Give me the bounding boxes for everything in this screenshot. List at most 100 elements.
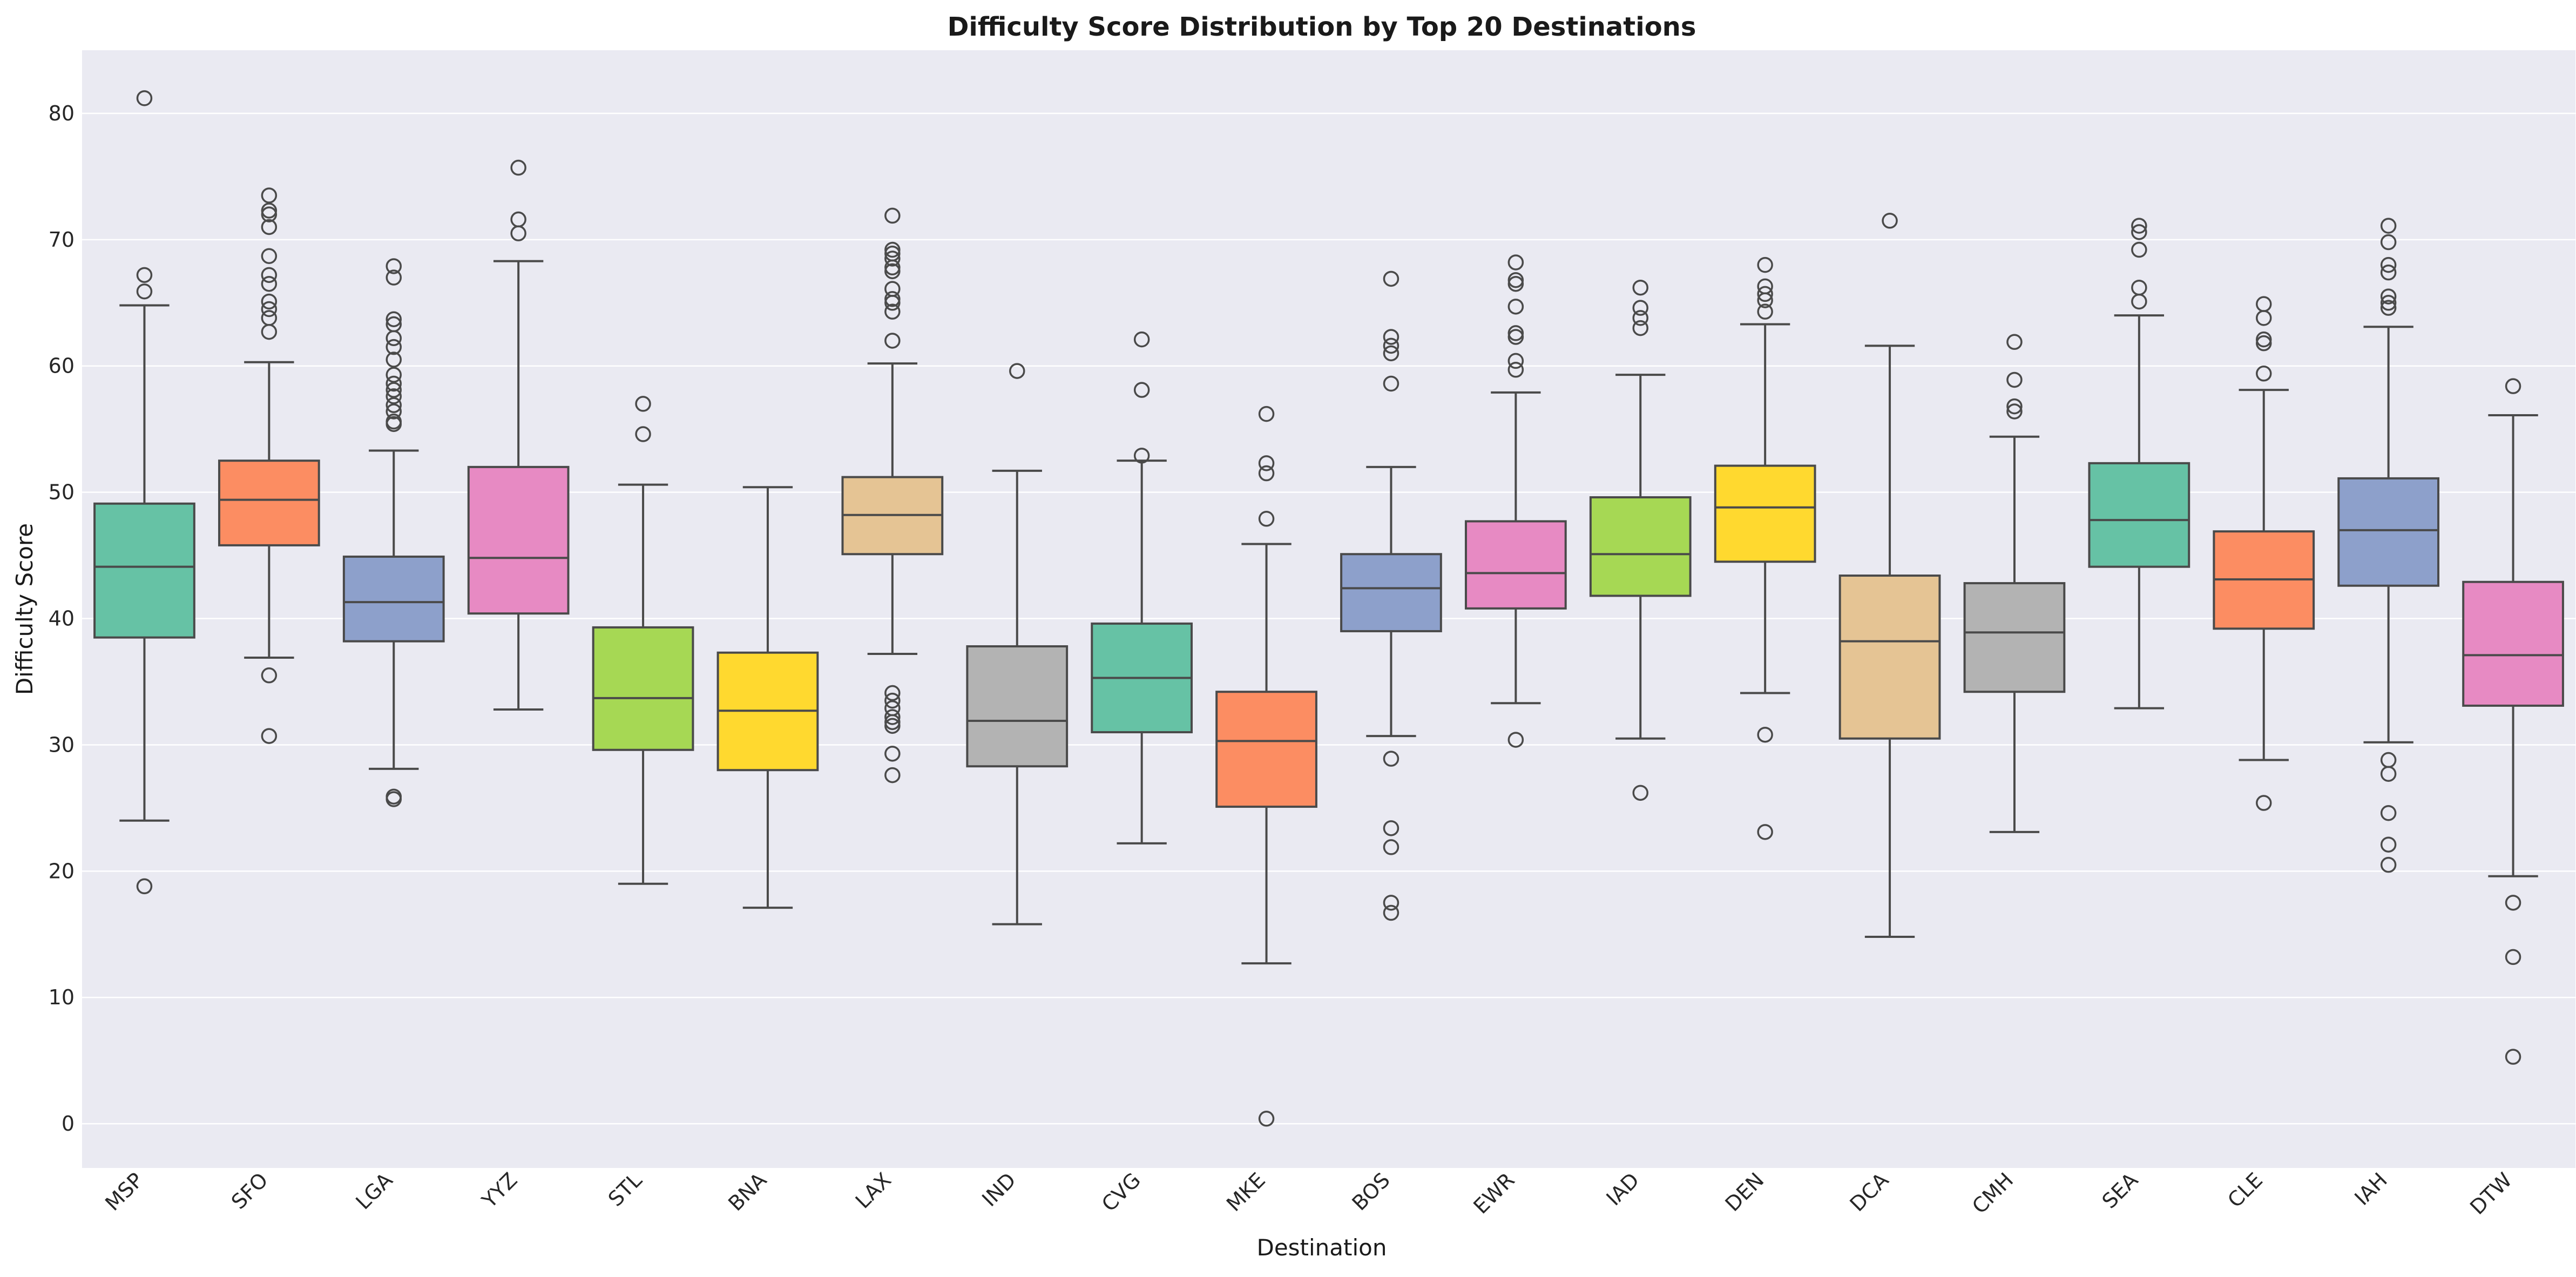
box-group-cle [2213,296,2315,811]
outlier-point [1258,406,1275,422]
outlier-point [261,293,278,310]
outlier-point [136,283,153,300]
outlier-point [1632,279,1648,296]
outlier-point [1383,751,1399,767]
outlier-point [1507,353,1524,369]
outlier-point [2256,310,2272,326]
chart-title: Difficulty Score Distribution by Top 20 … [948,12,1696,42]
x-tick-label: STL [604,1168,647,1211]
outlier-point [1507,329,1524,345]
y-tick-label: 80 [49,102,75,125]
outlier-point [386,388,402,404]
box-iqr [2462,580,2564,707]
outlier-point [386,367,402,383]
outlier-point [261,187,278,204]
outlier-point [386,416,402,433]
outlier-point [1133,448,1150,464]
outlier-point [884,333,901,349]
outlier-point [2380,295,2397,311]
box-iqr [218,460,320,546]
outlier-point [884,251,901,267]
outlier-point [2505,1049,2521,1065]
box-iqr [1963,582,2066,693]
outlier-point [1258,455,1275,471]
outlier-point [635,426,651,442]
outlier-point [2380,300,2397,316]
outlier-point [2505,378,2521,394]
box-group-stl [592,396,694,885]
outlier-point [1383,375,1399,392]
outlier-point [2380,856,2397,873]
outlier-point [1133,382,1150,398]
outlier-point [1383,345,1399,362]
outlier-point [1009,363,1025,379]
x-tick-label: YYZ [477,1168,522,1213]
outlier-point [1383,329,1399,345]
y-tick-label: 50 [49,481,75,504]
outlier-point [1882,213,1898,229]
x-axis-label: Destination [1256,1234,1387,1261]
y-tick-label: 0 [62,1112,75,1136]
outlier-point [1507,275,1524,292]
outlier-point [2131,218,2147,234]
outlier-point [884,259,901,276]
outlier-point [2380,264,2397,281]
x-tick-label: DTW [2465,1168,2517,1219]
box-group-den [1714,256,1816,840]
outlier-point [386,791,402,807]
outlier-point [884,207,901,224]
outlier-point [261,219,278,235]
outlier-point [1133,331,1150,348]
outlier-point [2131,224,2147,240]
outlier-point [1757,726,1773,743]
x-tick-label: MSP [100,1168,148,1215]
outlier-point [1383,337,1399,354]
box-iqr [966,645,1069,768]
outlier-point [2006,334,2023,350]
outlier-point [884,718,901,734]
box-iqr [1215,691,1317,808]
y-tick-label: 70 [49,228,75,252]
y-tick-label: 30 [49,733,75,756]
outlier-point [1757,292,1773,308]
outlier-point [2380,766,2397,782]
outlier-point [1632,785,1648,801]
outlier-point [1632,300,1648,316]
box-iqr [1464,520,1567,610]
outlier-point [386,330,402,347]
outlier-point [261,206,278,222]
outlier-point [261,323,278,340]
outlier-point [2380,218,2397,234]
outlier-point [2505,895,2521,911]
box-iqr [592,626,694,751]
outlier-point [635,396,651,412]
outlier-point [136,90,153,106]
box-iqr [1589,496,1692,597]
outlier-point [884,241,901,258]
outlier-point [2006,371,2023,388]
box-group-bos [1340,271,1442,921]
outlier-point [1383,895,1399,911]
box-group-iah [2337,218,2440,873]
outlier-point [386,352,402,368]
outlier-point [1632,320,1648,336]
outlier-point [386,397,402,414]
outlier-point [1507,299,1524,315]
y-axis-ticks: 0 10 20 30 40 50 60 70 80 [49,102,75,1136]
x-tick-label: BOS [1348,1168,1395,1215]
outlier-point [884,263,901,280]
outlier-point [2131,241,2147,258]
box-iqr [2337,477,2440,587]
plot-area [82,50,2575,1168]
outlier-point [261,728,278,744]
outlier-point [1507,254,1524,271]
outlier-point [386,269,402,286]
box-group-bna [716,486,819,909]
outlier-point [884,685,901,701]
outlier-point [261,301,278,317]
outlier-point [2380,256,2397,273]
outlier-point [2256,795,2272,811]
outlier-point [1383,820,1399,836]
box-iqr [1340,553,1442,632]
outlier-point [136,878,153,895]
